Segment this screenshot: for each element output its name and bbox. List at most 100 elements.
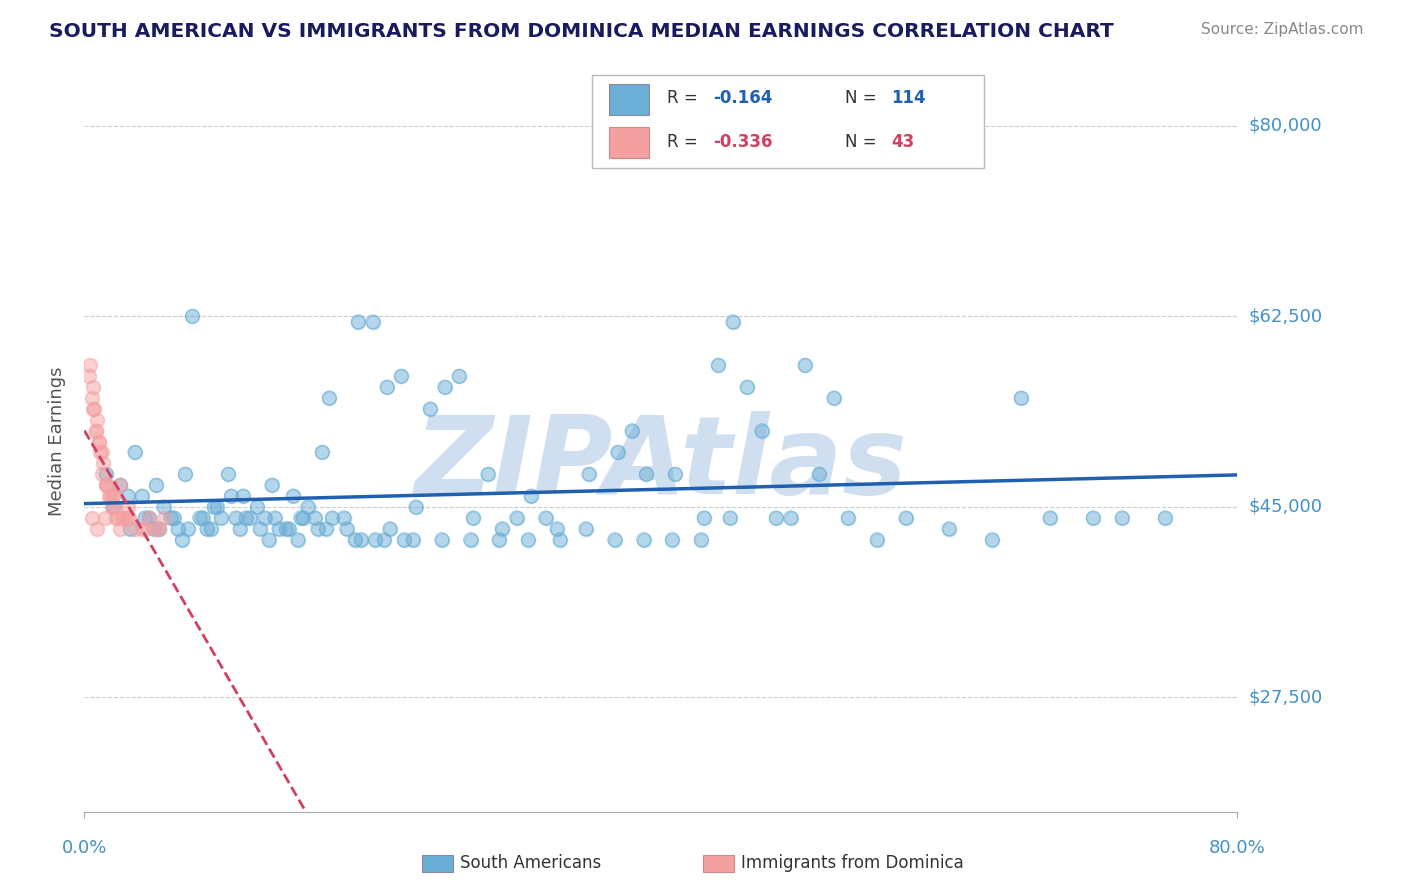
- Text: -0.336: -0.336: [713, 133, 772, 151]
- Point: [103, 500, 124, 514]
- Point: [107, 510, 129, 524]
- Point: [546, 522, 568, 536]
- Point: [110, 478, 132, 492]
- Point: [263, 510, 285, 524]
- Point: [460, 533, 482, 547]
- Point: [751, 424, 773, 438]
- Point: [794, 359, 817, 373]
- Point: [225, 510, 247, 524]
- Point: [249, 522, 271, 536]
- Point: [246, 500, 269, 514]
- Point: [578, 467, 600, 482]
- Point: [633, 533, 655, 547]
- Point: [94, 478, 117, 492]
- Point: [117, 489, 139, 503]
- Point: [721, 315, 744, 329]
- Point: [225, 510, 247, 524]
- Point: [124, 445, 146, 459]
- Point: [83, 401, 105, 416]
- Point: [765, 510, 787, 524]
- Point: [488, 533, 510, 547]
- Point: [433, 380, 456, 394]
- Bar: [609, 84, 650, 115]
- Point: [290, 510, 312, 524]
- Point: [394, 533, 416, 547]
- Point: [290, 510, 312, 524]
- Point: [138, 510, 160, 524]
- Point: [195, 522, 218, 536]
- Point: [433, 380, 456, 394]
- Point: [103, 500, 124, 514]
- Point: [93, 510, 115, 524]
- Point: [491, 522, 513, 536]
- Point: [391, 369, 413, 384]
- Point: [520, 489, 543, 503]
- Point: [304, 510, 326, 524]
- Point: [866, 533, 889, 547]
- Point: [218, 467, 240, 482]
- Point: [131, 489, 153, 503]
- Point: [246, 500, 269, 514]
- Point: [318, 391, 340, 405]
- Point: [1111, 510, 1133, 524]
- Point: [1154, 510, 1177, 524]
- Point: [460, 533, 482, 547]
- Point: [205, 500, 228, 514]
- Point: [315, 522, 337, 536]
- Point: [548, 533, 571, 547]
- Point: [546, 522, 568, 536]
- Point: [621, 424, 644, 438]
- Point: [336, 522, 359, 536]
- Point: [318, 391, 340, 405]
- Point: [606, 445, 628, 459]
- Text: 43: 43: [891, 133, 915, 151]
- Point: [177, 522, 200, 536]
- Point: [131, 522, 153, 536]
- Point: [633, 533, 655, 547]
- Point: [375, 380, 398, 394]
- Point: [894, 510, 917, 524]
- Point: [79, 359, 101, 373]
- Point: [1039, 510, 1062, 524]
- Point: [321, 510, 343, 524]
- Point: [430, 533, 453, 547]
- Point: [163, 510, 186, 524]
- Point: [575, 522, 598, 536]
- Point: [1010, 391, 1032, 405]
- Point: [253, 510, 276, 524]
- Point: [209, 510, 232, 524]
- Point: [765, 510, 787, 524]
- Point: [82, 401, 104, 416]
- Point: [718, 510, 741, 524]
- Point: [506, 510, 529, 524]
- Point: [1154, 510, 1177, 524]
- Point: [120, 522, 142, 536]
- Point: [737, 380, 759, 394]
- Point: [1083, 510, 1105, 524]
- Point: [267, 522, 290, 536]
- Point: [307, 522, 329, 536]
- Point: [188, 510, 211, 524]
- Point: [292, 510, 315, 524]
- Point: [84, 424, 107, 438]
- Point: [148, 522, 170, 536]
- Point: [636, 467, 658, 482]
- Point: [283, 489, 305, 503]
- Point: [315, 522, 337, 536]
- Point: [488, 533, 510, 547]
- Point: [603, 533, 626, 547]
- Point: [167, 522, 190, 536]
- Point: [721, 315, 744, 329]
- Point: [80, 391, 103, 405]
- Point: [172, 533, 194, 547]
- Point: [202, 500, 225, 514]
- Point: [87, 434, 110, 449]
- Point: [344, 533, 367, 547]
- Point: [297, 500, 319, 514]
- Point: [1039, 510, 1062, 524]
- Point: [87, 434, 110, 449]
- Point: [257, 533, 280, 547]
- Point: [347, 315, 370, 329]
- Point: [235, 510, 257, 524]
- Point: [520, 489, 543, 503]
